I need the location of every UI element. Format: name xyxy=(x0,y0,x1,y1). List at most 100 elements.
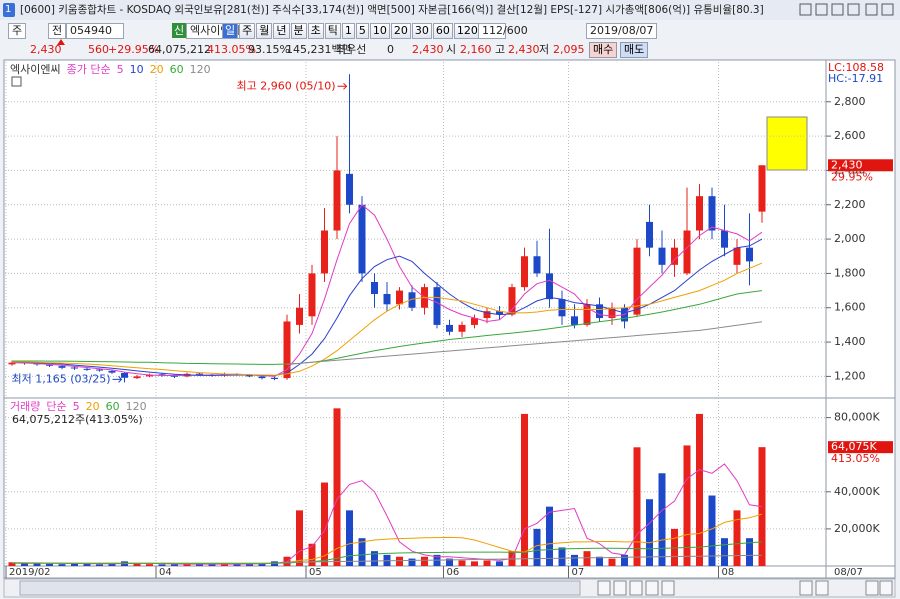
scroll-button[interactable] xyxy=(613,580,627,596)
candle-body xyxy=(396,290,403,305)
price: 2,430 xyxy=(30,43,62,56)
last-change: 29.95% xyxy=(831,170,873,183)
volume-bar xyxy=(596,556,603,566)
volume-bar xyxy=(346,510,353,566)
period-button[interactable]: 월 xyxy=(256,23,273,39)
volume-bar xyxy=(571,554,578,566)
legend: 거래량 단순 5 20 60 120 xyxy=(10,400,147,413)
candle-body xyxy=(196,373,203,375)
volume-bar xyxy=(158,564,166,566)
volume-bar xyxy=(258,563,266,566)
scroll-button[interactable] xyxy=(597,580,611,596)
scroll-button[interactable] xyxy=(645,580,659,596)
date-input[interactable]: 2019/08/07 xyxy=(586,23,658,39)
scroll-thumb[interactable] xyxy=(19,580,581,596)
count-input[interactable]: 112 xyxy=(478,23,506,39)
candle-body xyxy=(433,287,441,325)
y-tick-label: 1,400 xyxy=(834,335,866,348)
volume-bar xyxy=(183,564,191,566)
volume-bar xyxy=(371,551,378,566)
interval-button[interactable]: 20 xyxy=(390,23,411,39)
candle-body xyxy=(471,318,478,325)
candle-body xyxy=(246,374,253,377)
y-tick-label: 1,800 xyxy=(834,266,866,279)
period-button[interactable]: 초 xyxy=(307,23,324,39)
ma-line xyxy=(11,262,763,376)
high-annotation: 최고 2,960 (05/10) xyxy=(236,79,335,92)
count-max: /600 xyxy=(503,24,528,37)
period-button[interactable]: 분 xyxy=(290,23,307,39)
candle-body xyxy=(671,247,678,265)
zoom-button[interactable] xyxy=(865,580,879,596)
title-icon[interactable] xyxy=(799,3,812,16)
period-button[interactable]: 주 xyxy=(239,23,256,39)
zoom-button[interactable] xyxy=(799,580,813,596)
interval-button[interactable]: 5 xyxy=(355,23,369,39)
interval-button[interactable]: 120 xyxy=(453,23,481,39)
volume-bar xyxy=(708,495,716,566)
ma-line xyxy=(286,321,763,365)
legend-entry: 20 xyxy=(150,63,164,76)
volume-bar xyxy=(146,564,153,566)
volume-bar xyxy=(621,554,628,566)
volume-bar xyxy=(671,528,678,566)
x-end-label: 08/07 xyxy=(834,567,863,578)
title-icon[interactable] xyxy=(847,3,860,16)
volume: 64,075,212 xyxy=(148,43,211,56)
last-price: 2,430 xyxy=(831,158,863,171)
period-button[interactable]: 년 xyxy=(273,23,290,39)
volume-bar xyxy=(533,528,541,566)
volume-bar xyxy=(71,563,78,566)
candle-body xyxy=(71,367,78,369)
candle-body xyxy=(333,170,341,231)
title-icon[interactable] xyxy=(815,3,828,16)
hc-label: HC:-17.91 xyxy=(828,72,883,85)
x-tick-label: 07 xyxy=(572,567,585,578)
volume-bar xyxy=(83,563,91,566)
interval-button[interactable]: 60 xyxy=(432,23,453,39)
minimize-button[interactable] xyxy=(865,3,878,16)
legend-entry: 60 xyxy=(170,63,184,76)
candle-body xyxy=(721,230,728,248)
interval-button[interactable]: 10 xyxy=(369,23,390,39)
candle-body xyxy=(496,311,503,315)
volume-bar xyxy=(658,473,666,566)
candle-body xyxy=(321,230,328,274)
ratio: 93.15% xyxy=(248,43,290,56)
sell-button[interactable]: 매도 xyxy=(620,42,649,58)
volume-bar xyxy=(8,562,16,566)
legend-title: 종가 단순 xyxy=(67,63,111,76)
candle-body xyxy=(346,173,353,205)
zoom-button[interactable] xyxy=(815,580,829,596)
legend-title: 단순 xyxy=(46,400,66,413)
period-button[interactable]: 틱 xyxy=(324,23,341,39)
best: 0 xyxy=(387,43,394,56)
legend-entry: 10 xyxy=(130,63,144,76)
volume-bar xyxy=(208,564,216,566)
period-button[interactable]: 일 xyxy=(222,23,239,39)
x-tick-label: 06 xyxy=(447,567,460,578)
scroll-button[interactable] xyxy=(629,580,643,596)
volume-bar xyxy=(396,556,403,566)
window-title: [0600] 키움종합차트 - KOSDAQ 외국인보유[281(천)] 주식수… xyxy=(20,4,764,16)
x-tick-label: 04 xyxy=(159,567,172,578)
code-input[interactable]: 054940 xyxy=(66,23,124,39)
legend-name: 엑사이엔씨 xyxy=(10,63,61,76)
candle-body xyxy=(658,247,666,265)
interval-button[interactable]: 1 xyxy=(341,23,355,39)
market-select[interactable]: 주 xyxy=(8,23,27,39)
volume-bar xyxy=(521,413,528,566)
zoom-button[interactable] xyxy=(879,580,893,596)
scope-select[interactable]: 전 xyxy=(48,23,67,39)
volume-bar xyxy=(46,563,53,566)
volume-bar xyxy=(296,510,303,566)
candle-body xyxy=(683,230,691,274)
interval-button[interactable]: 30 xyxy=(411,23,432,39)
candle-body xyxy=(283,321,291,379)
candle-body xyxy=(296,307,303,325)
title-icon[interactable] xyxy=(831,3,844,16)
buy-button[interactable]: 매수 xyxy=(589,42,618,58)
scroll-button[interactable] xyxy=(661,580,675,596)
close-button[interactable] xyxy=(881,3,894,16)
